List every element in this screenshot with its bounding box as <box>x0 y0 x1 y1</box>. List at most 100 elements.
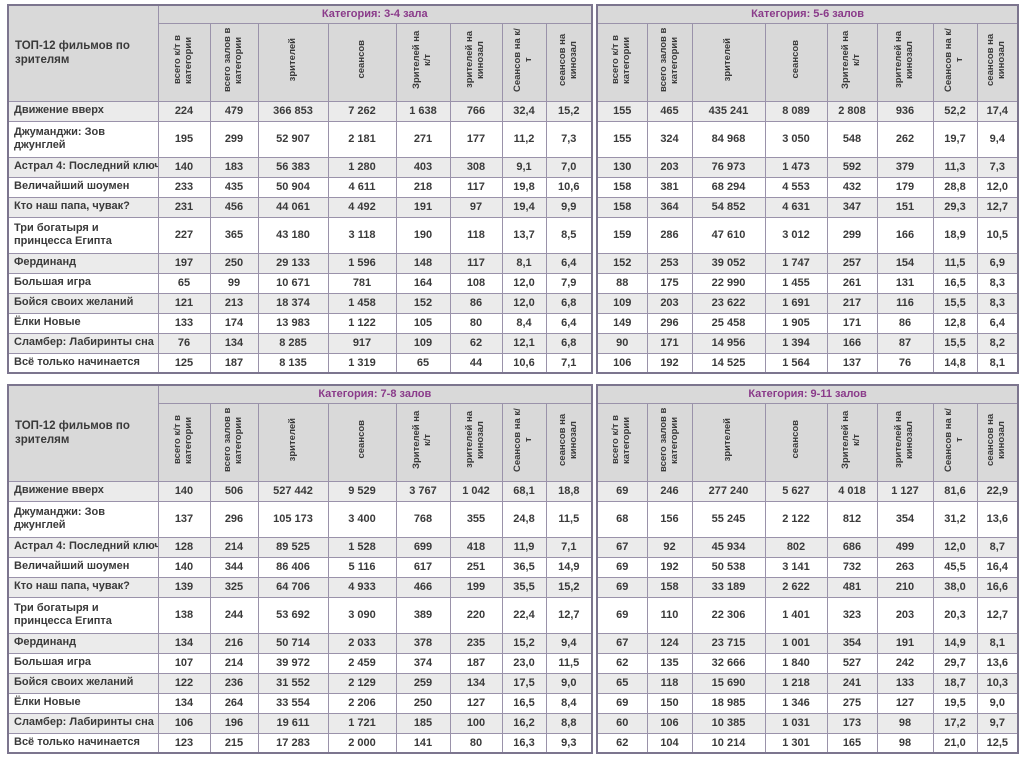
data-cell: 165 <box>826 732 878 754</box>
data-cell: 14 525 <box>691 352 766 374</box>
film-name-cell: Движение вверх <box>7 480 159 502</box>
data-cell: 12,0 <box>501 272 547 294</box>
data-cell: 31 552 <box>257 672 329 694</box>
data-cell: 39 972 <box>257 652 329 674</box>
data-cell: 152 <box>596 252 648 274</box>
data-cell: 686 <box>826 536 878 558</box>
data-cell: 8 135 <box>257 352 329 374</box>
data-cell: 12,0 <box>501 292 547 314</box>
data-cell: 32,4 <box>501 100 547 122</box>
data-cell: 6,8 <box>545 292 593 314</box>
table-row: Три богатыря и принцесса Египта 227 365 43 … <box>7 216 593 254</box>
data-cell: 9,0 <box>545 672 593 694</box>
table-row: Кто наш папа, чувак? 231 456 44 061 4 492 191… <box>7 196 593 218</box>
data-cell: 104 <box>646 732 693 754</box>
data-cell: 8,1 <box>501 252 547 274</box>
data-cell: 506 <box>209 480 259 502</box>
data-cell: 185 <box>395 712 451 734</box>
data-cell: 466 <box>395 576 451 598</box>
data-cell: 15,2 <box>501 632 547 654</box>
data-cell: 15 690 <box>691 672 766 694</box>
data-cell: 1 218 <box>764 672 828 694</box>
data-cell: 1 458 <box>327 292 397 314</box>
data-cell: 171 <box>826 312 878 334</box>
film-name-cell: Джуманджи: Зов джунглей <box>7 500 159 538</box>
column-header-4: Зрителей на к/т <box>826 402 878 482</box>
data-cell: 1 319 <box>327 352 397 374</box>
data-cell: 5 627 <box>764 480 828 502</box>
data-cell: 2 000 <box>327 732 397 754</box>
data-cell: 8,1 <box>976 632 1019 654</box>
column-header-3: сеансов <box>764 402 828 482</box>
data-cell: 22 306 <box>691 596 766 634</box>
data-cell: 1 301 <box>764 732 828 754</box>
table-title: ТОП-12 фильмов по зрителям <box>7 384 159 482</box>
data-cell: 158 <box>596 176 648 198</box>
data-cell: 499 <box>876 536 934 558</box>
data-cell: 131 <box>876 272 934 294</box>
data-cell: 8,7 <box>976 536 1019 558</box>
data-cell: 224 <box>157 100 211 122</box>
film-name-cell: Бойся своих желаний <box>7 672 159 694</box>
table-row: Фердинанд 197 250 29 133 1 596 148 117 8,1 6,4 <box>7 252 593 274</box>
table-row: 158 381 68 294 4 553 432 179 28,8 12,0 <box>596 176 1019 198</box>
data-cell: 2 808 <box>826 100 878 122</box>
data-cell: 14 956 <box>691 332 766 354</box>
data-cell: 1 346 <box>764 692 828 714</box>
data-cell: 10 385 <box>691 712 766 734</box>
data-cell: 233 <box>157 176 211 198</box>
data-cell: 15,5 <box>932 332 978 354</box>
data-cell: 1 127 <box>876 480 934 502</box>
data-cell: 286 <box>646 216 693 254</box>
data-cell: 203 <box>646 292 693 314</box>
column-header-5: зрителей на кинозал <box>449 402 503 482</box>
film-name-cell: Большая игра <box>7 272 159 294</box>
film-name-cell: Астрал 4: Последний ключ <box>7 156 159 178</box>
column-header-label: Сеансов на к/т <box>943 407 965 472</box>
film-name-cell: Всё только начинается <box>7 352 159 374</box>
data-cell: 203 <box>646 156 693 178</box>
data-cell: 33 189 <box>691 576 766 598</box>
data-cell: 187 <box>209 352 259 374</box>
column-header-label: сеансов <box>789 420 801 459</box>
data-cell: 242 <box>876 652 934 674</box>
data-cell: 18 985 <box>691 692 766 714</box>
column-header-row: всего к/т в категории всего залов в катег… <box>596 402 1019 482</box>
data-cell: 347 <box>826 196 878 218</box>
data-cell: 235 <box>449 632 503 654</box>
category-header: Категория: 7-8 залов <box>157 384 593 404</box>
data-cell: 917 <box>327 332 397 354</box>
data-cell: 4 631 <box>764 196 828 218</box>
table-row: 130 203 76 973 1 473 592 379 11,3 7,3 <box>596 156 1019 178</box>
data-cell: 45,5 <box>932 556 978 578</box>
column-header-2: зрителей <box>691 22 766 102</box>
data-cell: 44 061 <box>257 196 329 218</box>
data-cell: 8,5 <box>545 216 593 254</box>
film-name-cell: Кто наш папа, чувак? <box>7 196 159 218</box>
data-cell: 106 <box>157 712 211 734</box>
data-cell: 241 <box>826 672 878 694</box>
data-cell: 150 <box>646 692 693 714</box>
data-cell: 19,7 <box>932 120 978 158</box>
table-row: Всё только начинается 125 187 8 135 1 319 65 4… <box>7 352 593 374</box>
table-row: 158 364 54 852 4 631 347 151 29,3 12,7 <box>596 196 1019 218</box>
tables-grid: ТОП-12 фильмов по зрителям Категория: 3-4… <box>7 4 1020 754</box>
table-row: 90 171 14 956 1 394 166 87 15,5 8,2 <box>596 332 1019 354</box>
data-cell: 192 <box>646 352 693 374</box>
data-cell: 159 <box>596 216 648 254</box>
data-cell: 2 206 <box>327 692 397 714</box>
column-header-0: всего к/т в категории <box>157 22 211 102</box>
data-cell: 465 <box>646 100 693 122</box>
data-cell: 98 <box>876 732 934 754</box>
data-cell: 100 <box>449 712 503 734</box>
data-cell: 1 001 <box>764 632 828 654</box>
film-name-cell: Бойся своих желаний <box>7 292 159 314</box>
category-row: Категория: 9-11 залов <box>596 384 1019 404</box>
data-cell: 548 <box>826 120 878 158</box>
data-cell: 149 <box>596 312 648 334</box>
data-cell: 191 <box>876 632 934 654</box>
data-cell: 11,5 <box>545 652 593 674</box>
data-cell: 7,3 <box>976 156 1019 178</box>
table-row: Астрал 4: Последний ключ 128 214 89 525 1 52… <box>7 536 593 558</box>
data-cell: 69 <box>596 692 648 714</box>
